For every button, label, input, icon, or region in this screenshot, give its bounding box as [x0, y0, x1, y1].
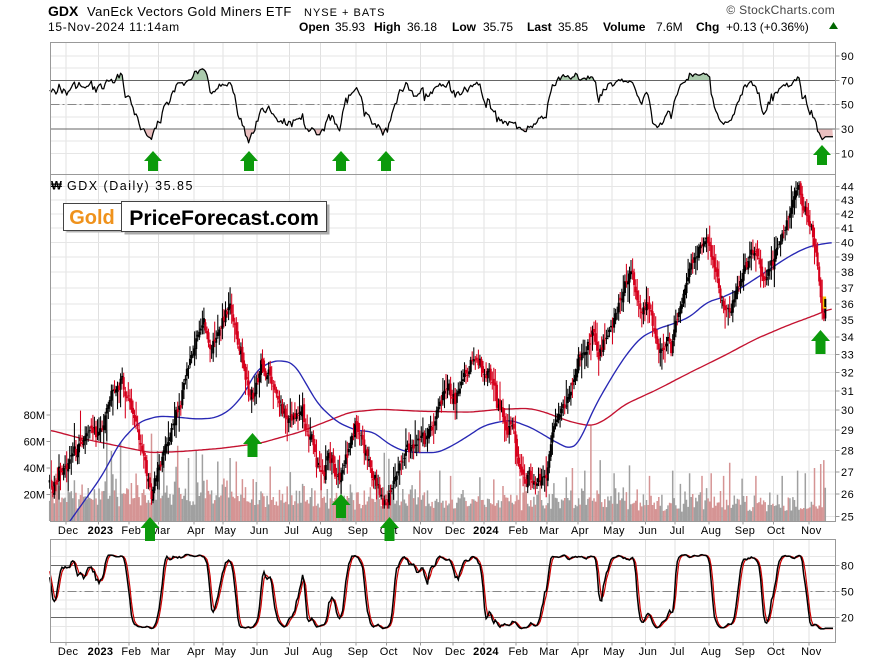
svg-text:50: 50 — [841, 587, 854, 599]
svg-text:30: 30 — [841, 405, 854, 417]
svg-text:90: 90 — [841, 51, 854, 63]
svg-text:© StockCharts.com: © StockCharts.com — [726, 3, 835, 17]
svg-text:Volume: Volume — [603, 20, 646, 34]
svg-text:27: 27 — [841, 467, 854, 479]
svg-text:33: 33 — [841, 350, 854, 362]
svg-text:26: 26 — [841, 489, 854, 501]
svg-text:Feb: Feb — [508, 646, 528, 658]
svg-text:Apr: Apr — [571, 646, 589, 658]
svg-text:37: 37 — [841, 283, 854, 295]
svg-text:Nov: Nov — [801, 525, 822, 537]
svg-text:Nov: Nov — [413, 646, 434, 658]
svg-text:Dec: Dec — [445, 525, 466, 537]
svg-text:30: 30 — [841, 124, 854, 136]
svg-text:Last: Last — [527, 20, 552, 34]
svg-text:Feb: Feb — [508, 525, 528, 537]
svg-text:GDX (Daily) 35.85: GDX (Daily) 35.85 — [67, 179, 194, 193]
svg-text:Sep: Sep — [348, 646, 368, 658]
svg-text:2023: 2023 — [88, 646, 114, 658]
svg-text:Gold: Gold — [69, 207, 115, 229]
svg-text:Mar: Mar — [151, 646, 171, 658]
svg-text:Feb: Feb — [121, 646, 141, 658]
svg-text:Apr: Apr — [187, 525, 205, 537]
svg-text:Chg: Chg — [696, 20, 719, 34]
svg-text:60M: 60M — [24, 437, 45, 449]
svg-text:+0.13 (+0.36%): +0.13 (+0.36%) — [726, 20, 809, 34]
svg-text:Jun: Jun — [639, 525, 658, 537]
svg-text:29: 29 — [841, 425, 854, 437]
svg-text:Jun: Jun — [250, 646, 269, 658]
svg-text:2024: 2024 — [473, 525, 499, 537]
svg-text:32: 32 — [841, 368, 854, 380]
svg-text:GDX: GDX — [48, 3, 79, 19]
svg-text:₩: ₩ — [51, 181, 62, 193]
svg-text:20M: 20M — [24, 490, 45, 502]
svg-text:41: 41 — [841, 223, 854, 235]
svg-text:28: 28 — [841, 446, 854, 458]
svg-text:NYSE + BATS: NYSE + BATS — [304, 7, 385, 19]
svg-text:High: High — [374, 20, 401, 34]
svg-text:Dec: Dec — [58, 646, 79, 658]
svg-text:Jun: Jun — [250, 525, 269, 537]
svg-text:Aug: Aug — [701, 646, 721, 658]
svg-text:80: 80 — [841, 560, 854, 572]
svg-text:Oct: Oct — [767, 646, 785, 658]
svg-text:Sep: Sep — [348, 525, 368, 537]
svg-text:Nov: Nov — [801, 646, 822, 658]
svg-text:Nov: Nov — [413, 525, 434, 537]
svg-text:20: 20 — [841, 613, 854, 625]
svg-text:7.6M: 7.6M — [656, 20, 683, 34]
svg-text:Mar: Mar — [539, 525, 559, 537]
svg-text:36.18: 36.18 — [407, 20, 437, 34]
svg-text:Jul: Jul — [670, 646, 685, 658]
svg-text:Apr: Apr — [187, 646, 205, 658]
svg-text:43: 43 — [841, 195, 854, 207]
svg-text:35: 35 — [841, 315, 854, 327]
svg-text:Jul: Jul — [670, 525, 685, 537]
svg-text:May: May — [603, 525, 625, 537]
svg-text:36: 36 — [841, 299, 854, 311]
svg-text:Dec: Dec — [58, 525, 79, 537]
svg-text:Dec: Dec — [445, 646, 466, 658]
svg-text:70: 70 — [841, 75, 854, 87]
svg-text:Oct: Oct — [380, 646, 398, 658]
svg-text:Jul: Jul — [284, 525, 299, 537]
svg-text:40: 40 — [841, 237, 854, 249]
svg-text:10: 10 — [841, 148, 854, 160]
svg-text:Oct: Oct — [767, 525, 785, 537]
svg-text:PriceForecast.com: PriceForecast.com — [129, 207, 319, 230]
svg-text:35.75: 35.75 — [483, 20, 513, 34]
svg-text:Aug: Aug — [312, 525, 332, 537]
svg-text:May: May — [215, 646, 237, 658]
svg-text:44: 44 — [841, 182, 854, 194]
svg-text:2023: 2023 — [88, 525, 114, 537]
svg-text:35.85: 35.85 — [558, 20, 588, 34]
svg-text:15-Nov-2024 11:14am: 15-Nov-2024 11:14am — [48, 20, 180, 34]
svg-text:31: 31 — [841, 386, 854, 398]
svg-text:May: May — [215, 525, 237, 537]
svg-text:Sep: Sep — [735, 646, 755, 658]
svg-text:Low: Low — [452, 20, 477, 34]
svg-text:50: 50 — [841, 100, 854, 112]
svg-text:VanEck Vectors Gold Miners ETF: VanEck Vectors Gold Miners ETF — [87, 4, 292, 19]
svg-text:35.93: 35.93 — [335, 20, 365, 34]
svg-text:Feb: Feb — [121, 525, 141, 537]
svg-text:Apr: Apr — [571, 525, 589, 537]
svg-text:38: 38 — [841, 267, 854, 279]
svg-text:Sep: Sep — [735, 525, 755, 537]
svg-text:Aug: Aug — [312, 646, 332, 658]
svg-text:Mar: Mar — [539, 646, 559, 658]
svg-text:25: 25 — [841, 512, 854, 524]
svg-text:May: May — [603, 646, 625, 658]
svg-text:34: 34 — [841, 332, 854, 344]
svg-text:2024: 2024 — [473, 646, 499, 658]
svg-text:Jul: Jul — [284, 646, 299, 658]
svg-text:42: 42 — [841, 209, 854, 221]
svg-text:39: 39 — [841, 252, 854, 264]
svg-text:40M: 40M — [24, 463, 45, 475]
svg-text:80M: 80M — [24, 410, 45, 422]
svg-text:Aug: Aug — [701, 525, 721, 537]
svg-text:Open: Open — [299, 20, 330, 34]
svg-text:Jun: Jun — [639, 646, 658, 658]
